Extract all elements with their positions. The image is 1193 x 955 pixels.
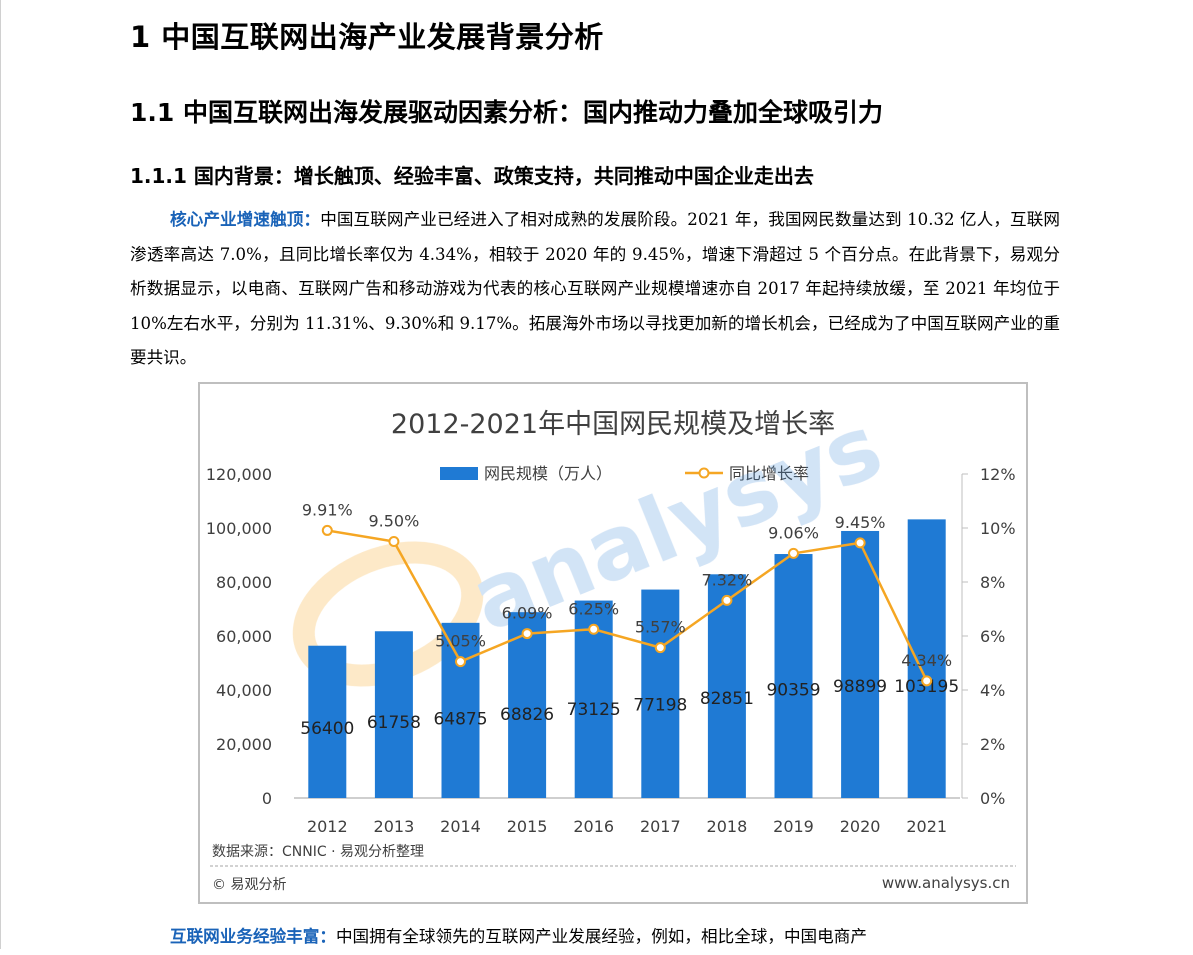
bar-value-label: 77198 bbox=[633, 695, 687, 715]
growth-value-label: 9.50% bbox=[368, 512, 419, 531]
growth-point-2014 bbox=[455, 656, 466, 668]
left-tick-label: 100,000 bbox=[206, 519, 272, 538]
paragraph-lead: 核心产业增速触顶： bbox=[170, 210, 321, 229]
right-tick-label: 0% bbox=[980, 789, 1005, 808]
bar-2012 bbox=[308, 645, 347, 798]
bar-value-label: 73125 bbox=[567, 700, 621, 720]
chart-svg: 2012-2021年中国网民规模及增长率 网民规模（万人） 同比增长率 anal… bbox=[198, 382, 1028, 904]
x-tick-label: 2017 bbox=[640, 817, 681, 836]
growth-point-2017 bbox=[654, 642, 666, 654]
growth-point-2021 bbox=[921, 675, 933, 687]
left-tick-label: 0 bbox=[262, 789, 272, 808]
legend-line-marker bbox=[698, 467, 710, 479]
left-tick-label: 20,000 bbox=[216, 735, 272, 754]
paragraph-core-growth: 核心产业增速触顶：中国互联网产业已经进入了相对成熟的发展阶段。2021 年，我国… bbox=[130, 203, 1060, 376]
growth-value-label: 7.32% bbox=[701, 570, 752, 589]
heading-3: 1.1.1 国内背景：增长触顶、经验丰富、政策支持，共同推动中国企业走出去 bbox=[130, 164, 814, 188]
page-edge bbox=[0, 0, 1, 949]
bar-value-label: 90359 bbox=[766, 681, 820, 701]
paragraph-experience: 互联网业务经验丰富：中国拥有全球领先的互联网产业发展经验，例如，相比全球，中国电… bbox=[130, 920, 1060, 955]
left-tick-label: 80,000 bbox=[216, 573, 272, 592]
chart-figure: 2012-2021年中国网民规模及增长率 网民规模（万人） 同比增长率 anal… bbox=[198, 382, 1028, 904]
x-tick-label: 2021 bbox=[906, 817, 947, 836]
bar-value-label: 61758 bbox=[367, 713, 421, 733]
right-tick-label: 10% bbox=[980, 519, 1016, 538]
right-tick-label: 2% bbox=[980, 735, 1005, 754]
growth-value-label: 9.45% bbox=[835, 513, 886, 532]
bar-value-label: 98899 bbox=[833, 677, 887, 697]
heading-2: 1.1 中国互联网出海发展驱动因素分析：国内推动力叠加全球吸引力 bbox=[130, 98, 883, 127]
chart-title: 2012-2021年中国网民规模及增长率 bbox=[391, 409, 835, 440]
paragraph2-text: 中国拥有全球领先的互联网产业发展经验，例如，相比全球，中国电商产 bbox=[335, 927, 867, 946]
left-tick-label: 40,000 bbox=[216, 681, 272, 700]
bar-2020 bbox=[841, 530, 880, 798]
bar-series bbox=[308, 519, 946, 798]
growth-value-label: 4.34% bbox=[901, 651, 952, 670]
left-tick-label: 120,000 bbox=[206, 465, 272, 484]
growth-point-2020 bbox=[854, 537, 866, 549]
paragraph-text: 中国互联网产业已经进入了相对成熟的发展阶段。2021 年，我国网民数量达到 10… bbox=[130, 210, 1061, 367]
bar-value-label: 64875 bbox=[433, 709, 487, 729]
legend-bar-swatch bbox=[440, 467, 478, 480]
growth-value-label: 9.06% bbox=[768, 523, 819, 542]
right-tick-label: 8% bbox=[980, 573, 1005, 592]
growth-rate-line bbox=[327, 529, 928, 682]
left-tick-label: 60,000 bbox=[216, 627, 272, 646]
line-labels: 9.91% 9.50% 5.05% 6.09% 6.25% 5.57% 7.32% 9.06%… bbox=[302, 500, 952, 669]
growth-value-label: 6.09% bbox=[502, 604, 553, 623]
bar-2021 bbox=[907, 519, 946, 798]
growth-value-label: 9.91% bbox=[302, 500, 353, 519]
legend-line-label: 同比增长率 bbox=[729, 464, 809, 483]
growth-point-2018 bbox=[721, 594, 733, 606]
growth-point-2012 bbox=[321, 524, 333, 536]
bar-value-label: 103195 bbox=[894, 677, 959, 697]
right-tick-label: 6% bbox=[980, 627, 1005, 646]
bar-2014 bbox=[441, 622, 480, 798]
bar-value-label: 82851 bbox=[700, 689, 754, 709]
bar-value-label: 68826 bbox=[500, 705, 554, 725]
heading-1: 1 中国互联网出海产业发展背景分析 bbox=[130, 20, 604, 54]
x-tick-label: 2012 bbox=[307, 817, 348, 836]
x-tick-label: 2013 bbox=[374, 817, 415, 836]
chart-website: www.analysys.cn bbox=[882, 874, 1010, 892]
x-tick-label: 2014 bbox=[440, 817, 481, 836]
bar-2013 bbox=[374, 631, 413, 798]
legend-bar-label: 网民规模（万人） bbox=[484, 464, 612, 483]
x-tick-label: 2020 bbox=[840, 817, 881, 836]
chart-copyright: © 易观分析 bbox=[212, 877, 286, 893]
x-tick-label: 2019 bbox=[773, 817, 814, 836]
bar-2018 bbox=[707, 574, 746, 798]
growth-value-label: 5.05% bbox=[435, 632, 486, 651]
growth-value-label: 6.25% bbox=[568, 599, 619, 618]
growth-point-2016 bbox=[588, 623, 600, 635]
paragraph2-lead: 互联网业务经验丰富： bbox=[170, 927, 336, 946]
growth-point-2013 bbox=[388, 536, 400, 547]
bar-2019 bbox=[774, 554, 813, 798]
right-tick-label: 4% bbox=[980, 681, 1005, 700]
x-tick-label: 2016 bbox=[573, 817, 614, 836]
growth-point-2019 bbox=[788, 547, 799, 559]
right-tick-label: 12% bbox=[980, 465, 1016, 484]
chart-frame bbox=[198, 382, 1028, 904]
growth-value-label: 5.57% bbox=[635, 618, 686, 637]
line-series bbox=[321, 524, 933, 687]
chart-source: 数据来源：CNNIC · 易观分析整理 bbox=[212, 844, 424, 860]
x-tick-label: 2015 bbox=[507, 817, 548, 836]
x-tick-label: 2018 bbox=[707, 817, 748, 836]
bar-labels: 56400 61758 64875 68826 73125 77198 82851 90359… bbox=[300, 677, 959, 739]
bar-2015 bbox=[508, 612, 547, 798]
bar-value-label: 56400 bbox=[300, 719, 354, 739]
bar-2017 bbox=[641, 589, 680, 798]
growth-point-2015 bbox=[521, 628, 533, 640]
